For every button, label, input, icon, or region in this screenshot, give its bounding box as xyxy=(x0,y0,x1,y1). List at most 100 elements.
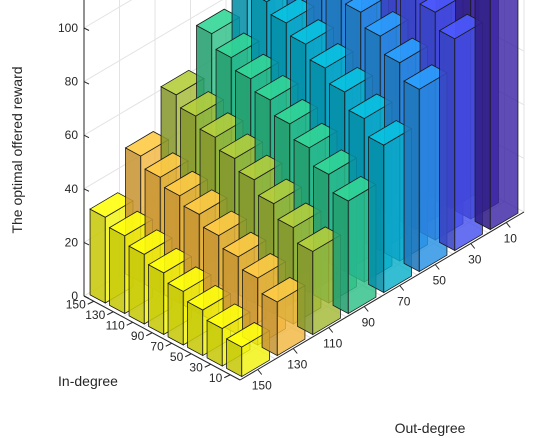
in-degree-tick xyxy=(146,332,153,337)
out-degree-tick xyxy=(363,306,369,312)
in-degree-tick-label: 70 xyxy=(150,339,164,353)
gridline-back-wall xyxy=(83,0,223,83)
z-tick-label: 0 xyxy=(71,289,78,303)
bar-side-face xyxy=(128,245,145,325)
z-tick-label: 100 xyxy=(58,21,78,35)
bar-side-face xyxy=(403,80,420,273)
bar-top-face xyxy=(179,91,225,117)
in-degree-tick xyxy=(165,342,172,347)
bar xyxy=(474,0,519,231)
z-tick-label: 40 xyxy=(65,182,79,196)
out-degree-tick xyxy=(505,222,511,228)
bar-top-face xyxy=(215,32,260,59)
z-tick xyxy=(83,27,90,31)
bar-top-face xyxy=(238,154,283,181)
bar-top-face xyxy=(419,0,457,13)
bar-top-face xyxy=(344,0,383,13)
out-degree-axis-line xyxy=(239,211,525,381)
bar-side-face xyxy=(332,192,349,315)
bar-top-face xyxy=(195,8,241,35)
bar-top-face xyxy=(309,43,354,69)
in-degree-tick-label: 110 xyxy=(106,318,125,332)
bar-top-face xyxy=(262,0,271,3)
out-degree-tick-label: 110 xyxy=(323,337,342,351)
in-degree-tick-label: 30 xyxy=(189,360,203,374)
bar-side-face xyxy=(167,282,184,346)
labels-layer: 0204060801001201501301109070503010150130… xyxy=(58,0,525,393)
bar-top-face xyxy=(293,122,338,149)
bar-top-face xyxy=(225,322,271,348)
bar-top-face xyxy=(270,0,315,24)
bar-top-face xyxy=(277,202,322,229)
bar-top-face xyxy=(364,11,409,37)
out-degree-tick-label: 30 xyxy=(468,253,482,267)
z-tick xyxy=(83,134,90,139)
in-degree-tick-label: 50 xyxy=(170,350,184,364)
out-degree-tick xyxy=(292,348,298,354)
z-tick-label: 60 xyxy=(65,128,79,142)
out-degree-tick-label: 70 xyxy=(397,295,411,309)
in-degree-tick xyxy=(87,300,94,305)
z-tick-label: 80 xyxy=(65,75,79,89)
in-degree-tick-label: 10 xyxy=(209,371,223,385)
bar-top-face xyxy=(241,253,287,279)
bar-side-face xyxy=(89,208,106,304)
out-degree-tick-label: 90 xyxy=(362,316,376,330)
bar-front-face xyxy=(489,0,519,231)
in-degree-tick xyxy=(107,311,114,316)
bar-top-face xyxy=(367,120,413,146)
bar-top-face xyxy=(167,266,212,292)
in-degree-tick xyxy=(185,353,192,358)
bar-top-face xyxy=(108,210,154,237)
out-degree-tick-label: 150 xyxy=(252,379,272,393)
bar-top-face xyxy=(183,189,228,215)
bar-top-face xyxy=(296,226,342,252)
bar-top-face xyxy=(160,69,205,96)
bar-top-face xyxy=(254,74,299,101)
bar-side-face xyxy=(474,0,491,231)
in-degree-tick-label: 130 xyxy=(85,308,105,322)
bar-side-face xyxy=(261,293,278,357)
bar-side-face xyxy=(148,264,165,336)
bar-top-face xyxy=(289,19,335,45)
bar-side-face xyxy=(439,29,456,252)
z-axis-label: The optimal offered reward xyxy=(9,66,25,233)
out-degree-tick xyxy=(434,264,440,270)
bar-top-face xyxy=(89,192,134,218)
bar-top-face xyxy=(234,53,280,80)
y-axis-label: In-degree xyxy=(58,373,118,389)
out-degree-tick xyxy=(399,285,405,291)
bar-top-face xyxy=(163,170,209,197)
bar-top-face xyxy=(403,64,448,90)
bar-side-face xyxy=(187,301,204,357)
z-tick xyxy=(83,188,90,192)
bar-top-face xyxy=(438,13,484,40)
in-degree-tick-label: 90 xyxy=(131,329,145,343)
out-degree-tick xyxy=(470,243,476,249)
in-degree-tick-label: 150 xyxy=(66,297,86,311)
z-tick-label: 20 xyxy=(65,235,79,249)
bar-side-face xyxy=(297,242,314,336)
bar-side-face xyxy=(368,136,385,294)
in-degree-tick xyxy=(126,321,133,326)
bar-top-face xyxy=(383,37,429,64)
bar-top-face xyxy=(186,284,232,311)
bar-top-face xyxy=(147,247,193,274)
bar-top-face xyxy=(124,131,170,157)
out-degree-tick xyxy=(257,369,263,375)
out-degree-tick-label: 130 xyxy=(287,358,307,372)
bar-top-face xyxy=(332,175,377,202)
in-degree-axis-line xyxy=(83,295,241,381)
z-tick xyxy=(83,241,90,246)
in-degree-tick xyxy=(224,374,231,379)
bar-top-face xyxy=(144,152,189,178)
bar-top-face xyxy=(199,112,244,138)
out-degree-tick xyxy=(328,327,334,333)
bar-top-face xyxy=(328,66,374,93)
x-axis-label: Out-degree xyxy=(395,420,466,436)
out-degree-tick-label: 10 xyxy=(504,232,518,246)
z-tick xyxy=(83,81,90,85)
bar-top-face xyxy=(128,229,173,255)
bar-top-face xyxy=(202,210,248,237)
